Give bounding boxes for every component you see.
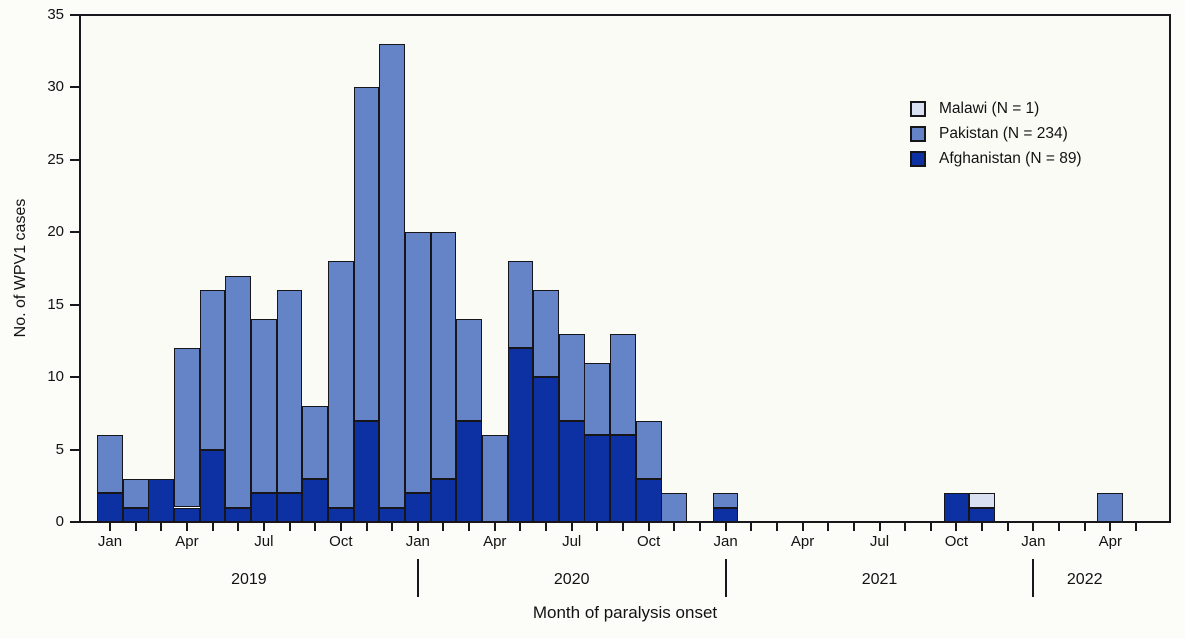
x-tick bbox=[262, 523, 265, 531]
legend-label-pakistan: Pakistan (N = 234) bbox=[939, 124, 1068, 142]
x-tick bbox=[904, 523, 907, 531]
x-tick bbox=[647, 523, 650, 531]
x-tick bbox=[442, 523, 445, 531]
legend-swatch-pakistan bbox=[910, 125, 926, 142]
x-tick bbox=[1006, 523, 1009, 531]
x-tick bbox=[878, 523, 881, 531]
x-tick bbox=[109, 523, 111, 531]
x-tick-label: Oct bbox=[636, 533, 661, 550]
year-divider bbox=[416, 559, 419, 597]
legend-item-malawi: Malawi (N = 1) bbox=[910, 100, 1082, 117]
year-label: 2020 bbox=[553, 571, 590, 588]
legend-swatch-afghanistan bbox=[910, 150, 926, 167]
x-tick-label: Jan bbox=[97, 533, 123, 550]
x-tick bbox=[1032, 523, 1035, 531]
x-tick bbox=[468, 523, 471, 531]
y-tick-label: 25 bbox=[47, 150, 64, 168]
x-tick bbox=[288, 523, 291, 531]
y-tick bbox=[70, 376, 79, 379]
x-tick bbox=[801, 523, 804, 531]
x-tick bbox=[160, 523, 163, 531]
y-tick bbox=[70, 86, 79, 89]
x-tick-label: Jan bbox=[405, 533, 430, 550]
x-tick bbox=[493, 523, 496, 531]
y-tick-label: 5 bbox=[55, 440, 64, 458]
x-tick-label: Jul bbox=[869, 533, 890, 550]
x-tick bbox=[596, 523, 599, 531]
year-label: 2021 bbox=[861, 571, 898, 588]
x-tick bbox=[750, 523, 753, 531]
x-tick bbox=[1058, 523, 1061, 531]
x-tick bbox=[237, 523, 240, 531]
y-tick bbox=[70, 521, 79, 523]
y-tick-label: 30 bbox=[47, 78, 64, 96]
x-tick bbox=[929, 523, 932, 531]
x-tick bbox=[698, 523, 701, 531]
x-tick bbox=[570, 523, 573, 531]
x-tick bbox=[673, 523, 676, 531]
x-tick bbox=[981, 523, 984, 531]
x-tick bbox=[314, 523, 317, 531]
x-tick-label: Jan bbox=[713, 533, 738, 550]
x-tick bbox=[519, 523, 522, 531]
plot-frame bbox=[79, 14, 1171, 523]
y-tick-label: 20 bbox=[47, 223, 64, 241]
x-tick-label: Apr bbox=[1098, 533, 1123, 550]
x-tick-label: Jan bbox=[1021, 533, 1046, 550]
x-tick-label: Oct bbox=[329, 533, 353, 550]
x-tick bbox=[545, 523, 548, 531]
x-tick bbox=[211, 523, 214, 531]
x-axis-title: Month of paralysis onset bbox=[532, 603, 718, 622]
x-tick-label: Apr bbox=[175, 533, 199, 550]
y-tick bbox=[70, 231, 79, 234]
x-tick-label: Jul bbox=[254, 533, 274, 550]
legend-swatch-malawi bbox=[910, 100, 926, 117]
y-tick bbox=[70, 158, 79, 161]
legend: Malawi (N = 1) Pakistan (N = 234) Afghan… bbox=[910, 100, 1082, 175]
year-label: 2022 bbox=[1066, 571, 1103, 588]
x-tick bbox=[391, 523, 394, 531]
x-tick-label: Oct bbox=[944, 533, 969, 550]
year-divider bbox=[724, 559, 727, 597]
y-tick bbox=[70, 303, 79, 306]
x-tick-label: Apr bbox=[790, 533, 815, 550]
x-tick bbox=[852, 523, 855, 531]
x-tick bbox=[416, 523, 419, 531]
legend-item-afghanistan: Afghanistan (N = 89) bbox=[910, 150, 1082, 167]
year-label: 2019 bbox=[231, 571, 267, 588]
x-tick bbox=[185, 523, 188, 531]
legend-label-afghanistan: Afghanistan (N = 89) bbox=[939, 149, 1082, 167]
year-divider bbox=[1032, 559, 1035, 597]
y-tick-label: 0 bbox=[55, 513, 64, 530]
x-tick-label: Jul bbox=[562, 533, 582, 550]
y-tick bbox=[70, 14, 79, 16]
x-tick bbox=[775, 523, 778, 531]
x-tick bbox=[339, 523, 342, 531]
x-tick-label: Apr bbox=[483, 533, 507, 550]
y-axis-title: No. of WPV1 cases bbox=[12, 198, 29, 338]
x-tick bbox=[134, 523, 137, 531]
x-tick bbox=[1083, 523, 1086, 531]
x-tick bbox=[365, 523, 368, 531]
y-tick-label: 10 bbox=[47, 368, 64, 386]
x-tick bbox=[1109, 523, 1112, 531]
y-tick-label: 35 bbox=[47, 6, 64, 23]
x-tick bbox=[724, 523, 727, 531]
x-tick bbox=[1135, 523, 1137, 531]
legend-item-pakistan: Pakistan (N = 234) bbox=[910, 125, 1082, 142]
x-tick bbox=[827, 523, 830, 531]
x-tick bbox=[622, 523, 624, 531]
legend-label-malawi: Malawi (N = 1) bbox=[939, 99, 1040, 117]
x-tick bbox=[955, 523, 958, 531]
y-tick-label: 15 bbox=[47, 295, 64, 313]
y-tick bbox=[70, 448, 79, 451]
